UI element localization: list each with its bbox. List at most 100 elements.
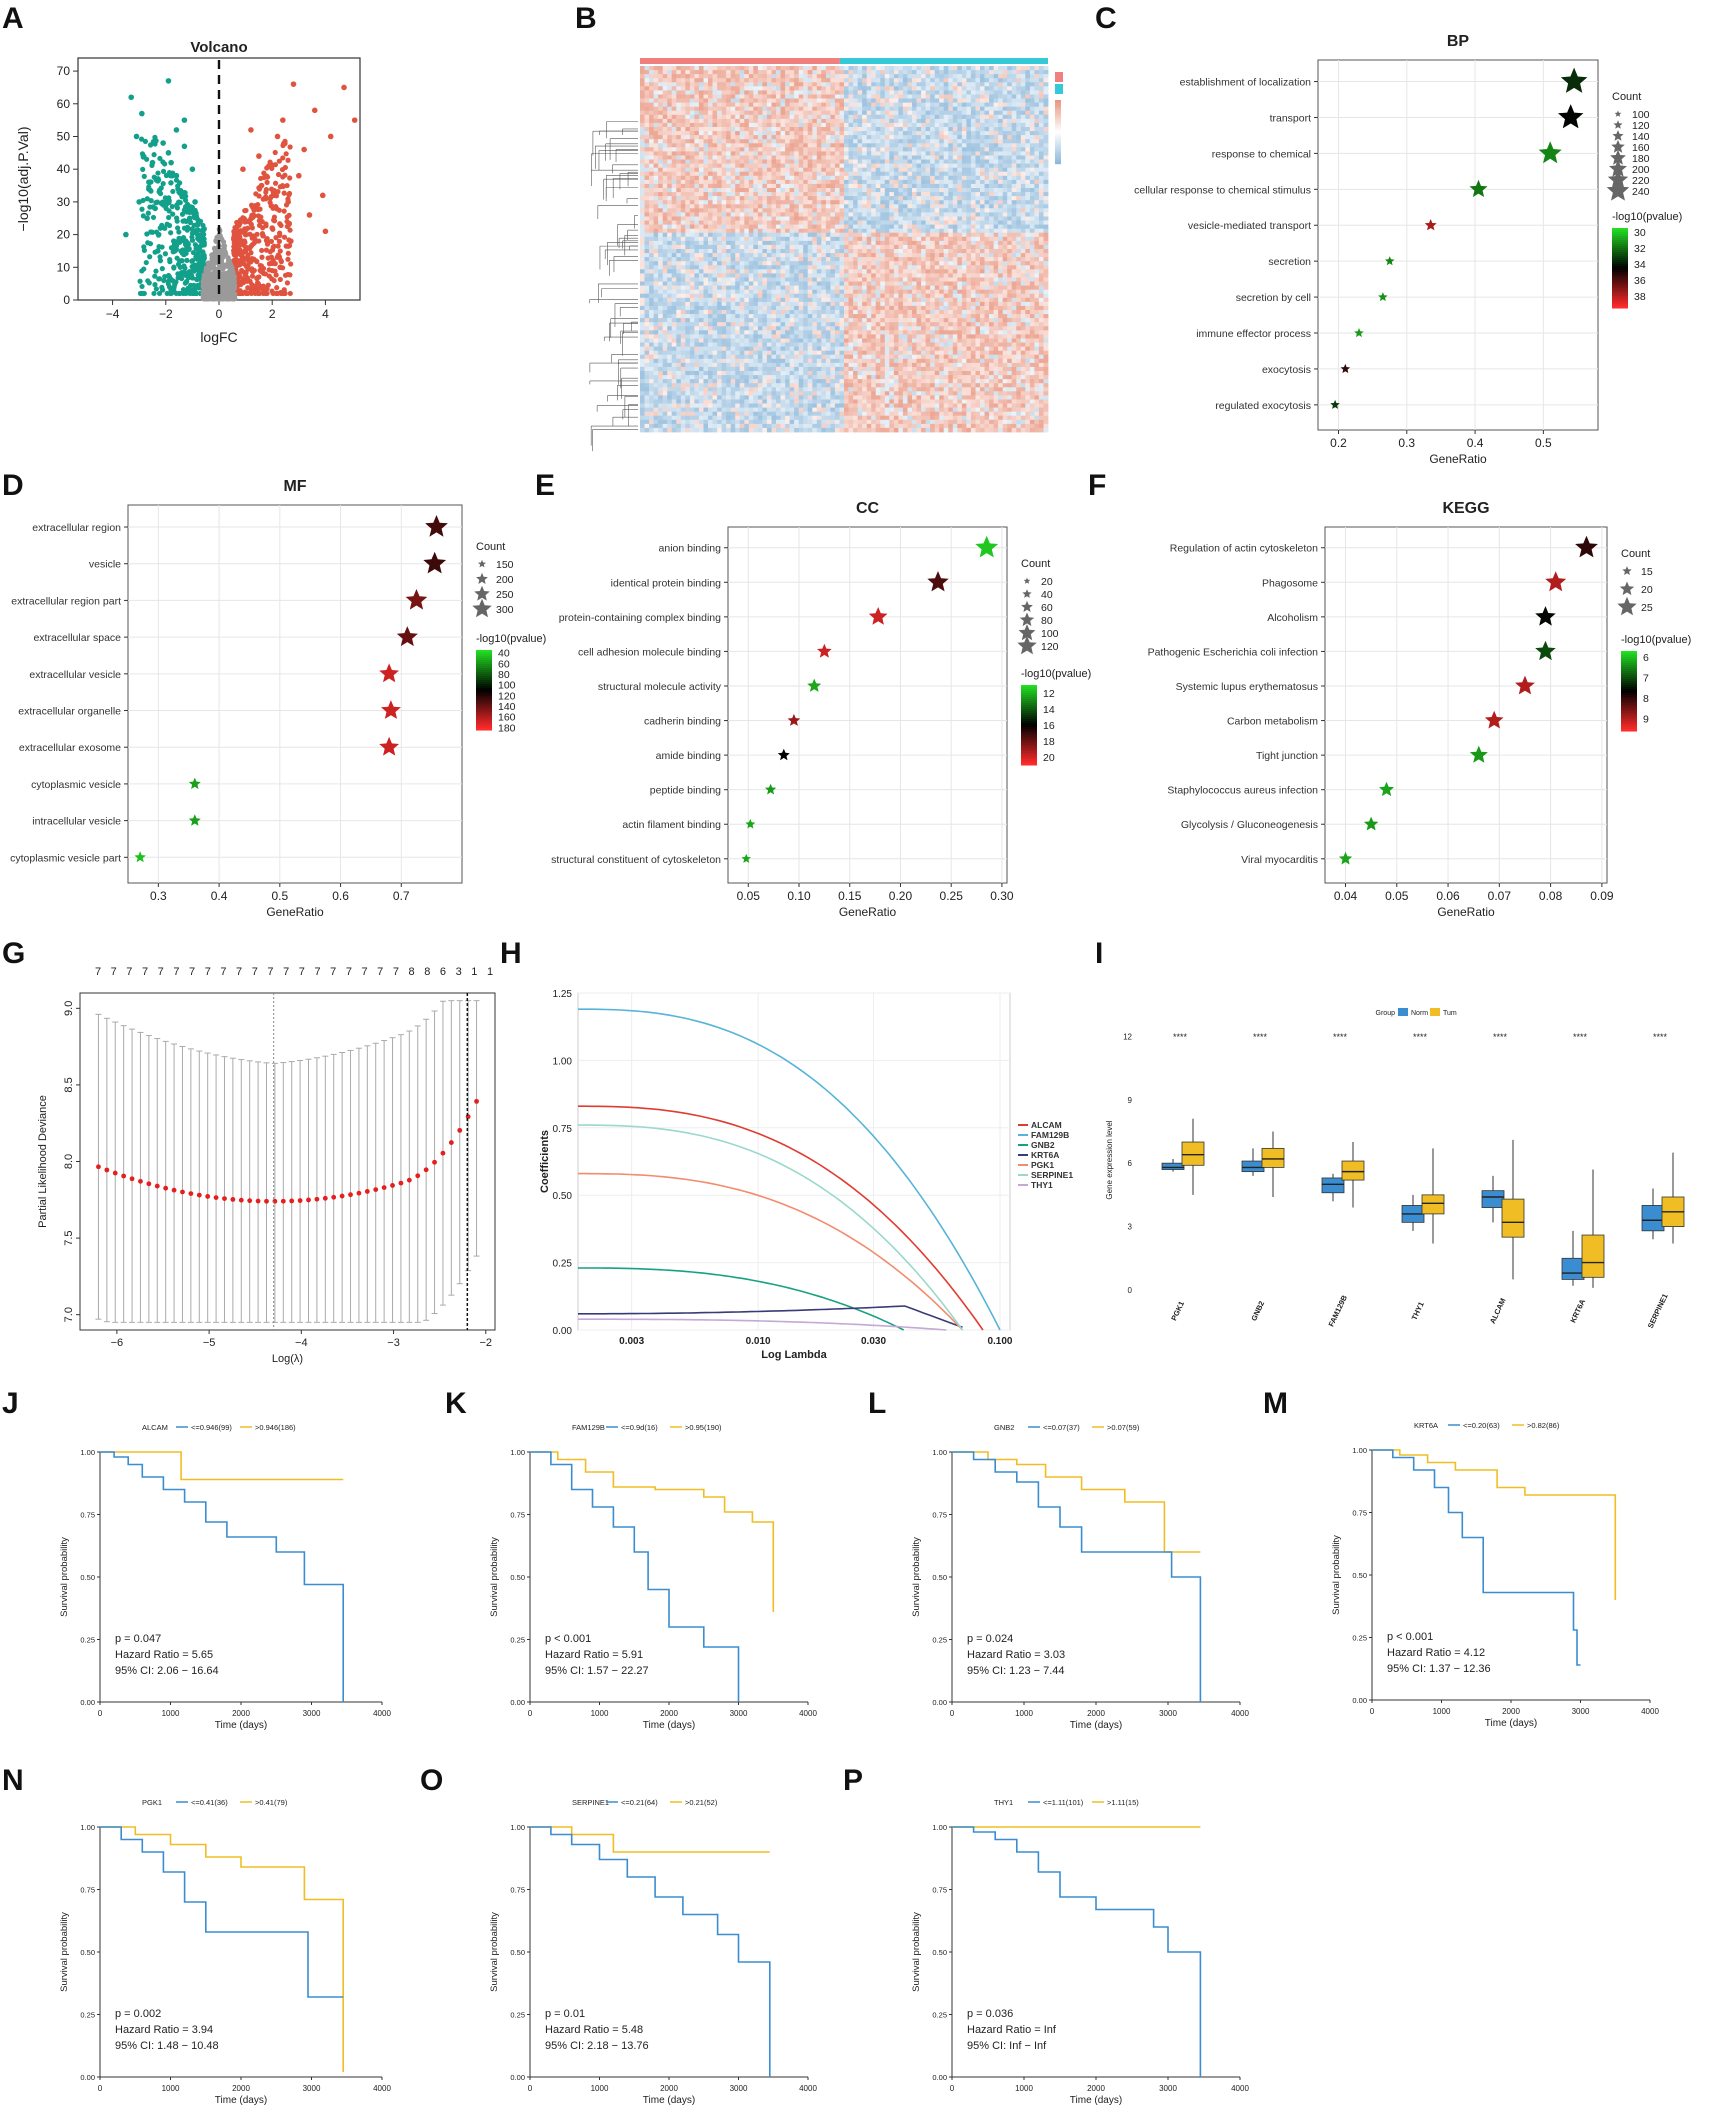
heatmap-cell bbox=[880, 74, 886, 79]
heatmap-cell bbox=[1043, 74, 1049, 79]
heatmap-cell bbox=[816, 204, 822, 209]
heatmap-cell bbox=[816, 151, 822, 156]
heatmap-cell bbox=[812, 196, 818, 201]
heatmap-cell bbox=[807, 131, 813, 136]
heatmap-cell bbox=[825, 122, 831, 128]
heatmap-cell bbox=[948, 147, 954, 152]
heatmap-cell bbox=[884, 90, 890, 95]
heatmap-cell bbox=[834, 196, 840, 201]
heatmap-cell bbox=[685, 114, 691, 120]
heatmap-cell bbox=[766, 216, 772, 221]
heatmap-cell bbox=[780, 151, 786, 156]
heatmap-cell bbox=[830, 151, 836, 156]
heatmap-cell bbox=[753, 94, 759, 99]
heatmap-cell bbox=[785, 94, 790, 99]
heatmap-cell bbox=[753, 171, 759, 177]
heatmap-cell bbox=[766, 102, 772, 108]
heatmap-cell bbox=[671, 179, 677, 185]
heatmap-cell bbox=[671, 122, 677, 128]
heatmap-cell bbox=[680, 98, 686, 103]
heatmap-cell bbox=[1038, 196, 1044, 201]
data-point-up bbox=[259, 247, 265, 254]
heatmap-cell bbox=[893, 147, 899, 152]
heatmap-cell bbox=[966, 135, 972, 140]
heatmap-cell bbox=[875, 127, 881, 132]
heatmap-cell bbox=[884, 151, 890, 156]
heatmap-cell bbox=[939, 118, 945, 124]
heatmap-cell bbox=[771, 118, 777, 124]
heatmap-cell bbox=[884, 155, 890, 160]
heatmap-cell bbox=[980, 122, 985, 128]
heatmap-cell bbox=[975, 151, 981, 156]
heatmap-cell bbox=[1043, 122, 1049, 128]
data-point-up bbox=[252, 238, 259, 245]
heatmap-cell bbox=[939, 139, 945, 144]
heatmap-cell bbox=[866, 183, 872, 189]
heatmap-cell bbox=[893, 155, 899, 160]
heatmap-cell bbox=[644, 131, 650, 136]
heatmap-cell bbox=[766, 131, 772, 136]
heatmap-cell bbox=[685, 167, 691, 173]
heatmap-cell bbox=[816, 127, 822, 132]
heatmap-cell bbox=[730, 82, 736, 87]
heatmap-cell bbox=[966, 204, 972, 209]
heatmap-cell bbox=[680, 208, 686, 213]
heatmap-cell bbox=[662, 86, 668, 91]
heatmap-cell bbox=[658, 94, 663, 99]
heatmap-cell bbox=[1011, 147, 1017, 152]
heatmap-cell bbox=[1038, 143, 1044, 148]
heatmap-cell bbox=[939, 192, 945, 197]
heatmap-cell bbox=[712, 200, 718, 205]
heatmap-cell bbox=[1034, 102, 1040, 108]
heatmap-cell bbox=[1011, 196, 1017, 201]
heatmap-cell bbox=[671, 171, 677, 177]
heatmap-cell bbox=[1025, 196, 1031, 201]
heatmap-cell bbox=[776, 102, 781, 108]
heatmap-cell bbox=[821, 98, 827, 103]
heatmap-cell bbox=[844, 216, 849, 221]
heatmap-cell bbox=[789, 139, 795, 144]
heatmap-cell bbox=[848, 98, 854, 103]
heatmap-cell bbox=[798, 131, 804, 136]
heatmap-cell bbox=[834, 122, 840, 128]
heatmap-cell bbox=[1038, 212, 1044, 217]
heatmap-cell bbox=[794, 66, 799, 71]
heatmap-cell bbox=[902, 167, 908, 173]
heatmap-cell bbox=[757, 127, 763, 132]
heatmap-cell bbox=[825, 78, 831, 83]
heatmap-cell bbox=[1038, 135, 1044, 140]
heatmap-cell bbox=[934, 70, 940, 75]
heatmap-cell bbox=[816, 183, 822, 189]
heatmap-cell bbox=[1020, 143, 1026, 148]
heatmap-cell bbox=[889, 147, 895, 152]
heatmap-cell bbox=[834, 78, 840, 83]
heatmap-cell bbox=[803, 212, 809, 217]
heatmap-cell bbox=[789, 171, 795, 177]
heatmap-cell bbox=[966, 151, 972, 156]
heatmap-cell bbox=[1038, 94, 1044, 99]
heatmap-cell bbox=[757, 183, 763, 189]
heatmap-cell bbox=[1034, 208, 1040, 213]
heatmap-cell bbox=[839, 212, 845, 217]
heatmap-cell bbox=[948, 155, 954, 160]
heatmap-cell bbox=[1043, 163, 1049, 169]
heatmap-cell bbox=[735, 114, 741, 120]
heatmap-cell bbox=[816, 118, 822, 124]
heatmap-cell bbox=[658, 90, 663, 95]
heatmap-cell bbox=[925, 70, 931, 75]
heatmap-cell bbox=[694, 82, 700, 87]
heatmap-cell bbox=[875, 151, 881, 156]
heatmap-cell bbox=[1020, 183, 1026, 189]
heatmap-cell bbox=[807, 212, 813, 217]
heatmap-cell bbox=[748, 196, 754, 201]
data-point-down bbox=[168, 230, 174, 236]
data-point-down bbox=[200, 231, 206, 237]
data-point-up bbox=[256, 193, 262, 199]
data-point-up bbox=[285, 256, 291, 262]
heatmap-cell bbox=[821, 171, 827, 177]
data-point-up bbox=[287, 272, 293, 278]
heatmap-cell bbox=[748, 86, 754, 91]
heatmap-cell bbox=[884, 106, 890, 112]
heatmap-cell bbox=[934, 183, 940, 189]
heatmap-cell bbox=[780, 118, 786, 124]
